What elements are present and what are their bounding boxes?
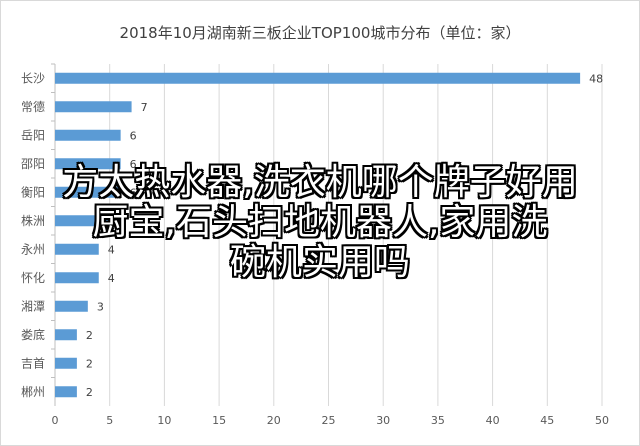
data-label: 2: [86, 329, 93, 342]
bar: [55, 186, 121, 198]
data-label: 3: [97, 300, 104, 313]
bar: [55, 300, 88, 312]
category-label: 衡阳: [21, 185, 45, 199]
data-label: 6: [130, 129, 137, 142]
data-label: 2: [86, 386, 93, 399]
bar: [55, 357, 77, 369]
data-label: 4: [108, 272, 115, 285]
bar: [55, 329, 77, 341]
x-tick-label: 15: [212, 414, 226, 427]
category-label: 怀化: [21, 271, 45, 285]
category-label: 娄底: [21, 327, 45, 342]
data-label: 7: [141, 101, 148, 114]
data-label: 6: [130, 186, 137, 199]
data-label: 5: [119, 215, 126, 228]
bar: [55, 101, 132, 113]
bar: [55, 215, 110, 227]
x-tick-label: 5: [106, 414, 113, 427]
data-label: 2: [86, 357, 93, 370]
x-tick-label: 45: [540, 414, 554, 427]
data-label: 4: [108, 243, 115, 256]
x-tick-label: 30: [376, 414, 390, 427]
data-label: 6: [130, 158, 137, 171]
bar: [55, 129, 121, 141]
overlay-line: 厨宝,石头扫地机器人,家用洗: [92, 202, 548, 243]
x-tick-label: 20: [267, 414, 281, 427]
x-tick-label: 50: [595, 414, 609, 427]
x-tick-label: 10: [157, 414, 171, 427]
category-label: 长沙: [21, 71, 45, 85]
category-label: 株洲: [21, 213, 45, 228]
overlay-line: 碗机实用吗: [229, 242, 410, 283]
bar: [55, 386, 77, 398]
category-label: 岳阳: [21, 128, 45, 142]
bar: [55, 72, 581, 84]
category-label: 湘潭: [21, 298, 45, 313]
overlay-caption: 方太热水器,洗衣机哪个牌子好用 厨宝,石头扫地机器人,家用洗 碗机实用吗: [8, 163, 632, 283]
x-tick-label: 25: [322, 414, 336, 427]
data-label: 48: [589, 72, 603, 85]
x-tick-label: 40: [486, 414, 500, 427]
bar: [55, 272, 99, 284]
category-label: 永州: [21, 242, 45, 256]
category-label: 邵阳: [21, 157, 45, 171]
bar: [55, 243, 99, 255]
category-label: 郴州: [21, 385, 45, 399]
x-tick-label: 0: [52, 414, 59, 427]
category-label: 吉首: [21, 356, 45, 370]
chart-title: 2018年10月湖南新三板企业TOP100城市分布（单位：家）: [119, 24, 521, 42]
category-label: 常德: [21, 99, 45, 114]
overlay-line: 方太热水器,洗衣机哪个牌子好用: [62, 162, 578, 203]
bar: [55, 158, 121, 170]
x-tick-label: 35: [431, 414, 445, 427]
